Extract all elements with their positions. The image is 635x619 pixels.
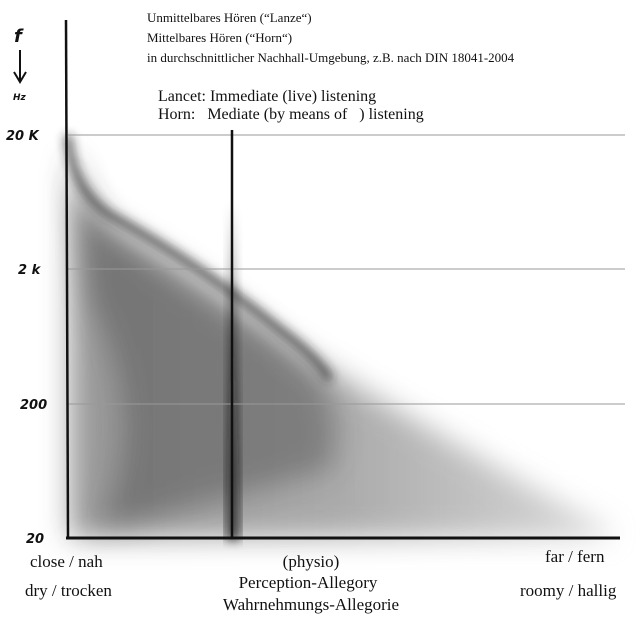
shading xyxy=(64,134,610,540)
x-label-right: roomy / hallig xyxy=(520,581,617,600)
y-tick-label: 2 k xyxy=(18,263,42,278)
header-line: Unmittelbares Hören (“Lanze“) xyxy=(147,10,312,25)
subheader-line: Lancet: Immediate (live) listening xyxy=(158,88,376,105)
y-axis xyxy=(64,19,70,539)
x-label-center: Wahrnehmungs-Allegorie xyxy=(223,595,399,614)
grid xyxy=(68,134,625,405)
x-label-center: Perception-Allegory xyxy=(239,573,378,592)
x-label-left: dry / trocken xyxy=(25,581,112,600)
x-label-left: close / nah xyxy=(30,552,103,571)
arrow-head xyxy=(13,71,27,84)
y-tick-label: 20 xyxy=(26,532,44,547)
y-tick-label: 20 K xyxy=(6,129,40,144)
y-tick-label: 200 xyxy=(20,398,47,413)
x-label-right: far / fern xyxy=(545,547,605,566)
header-line: in durchschnittlicher Nachhall-Umgebung,… xyxy=(147,50,515,65)
y-unit: Hz xyxy=(13,93,27,103)
subheader-line: Horn: Mediate (by means of ) listening xyxy=(158,106,424,123)
x-label-center: (physio) xyxy=(283,552,340,571)
y-symbol: f xyxy=(14,26,24,47)
header-line: Mittelbares Hören (“Horn“) xyxy=(147,30,292,45)
